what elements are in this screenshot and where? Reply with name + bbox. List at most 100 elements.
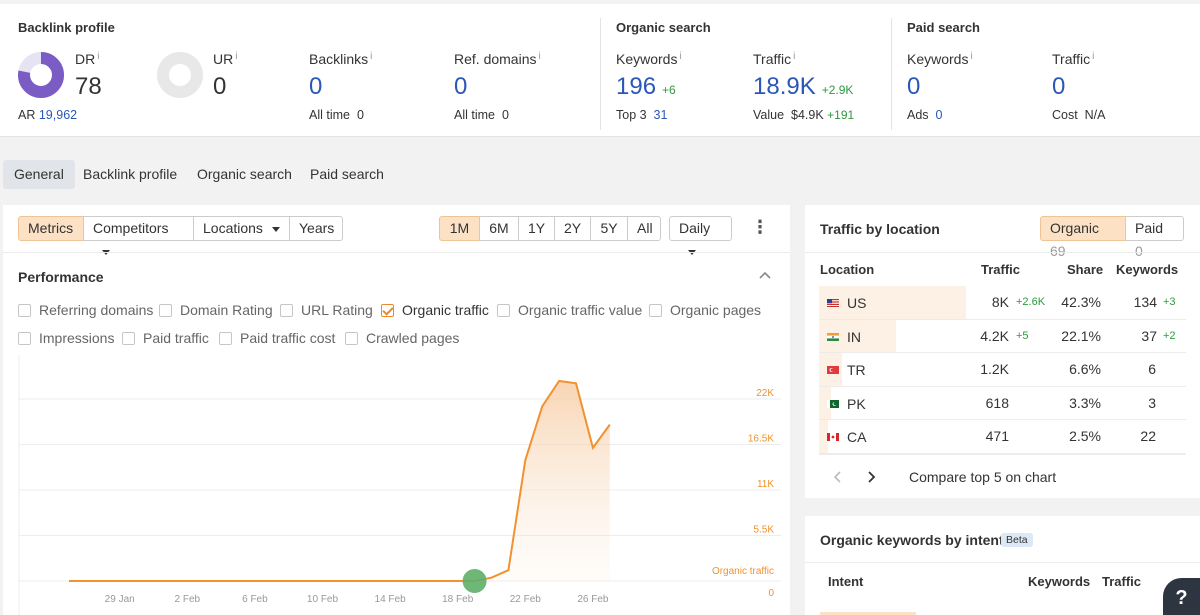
ref-domains-all-time: All time 0 (454, 108, 509, 122)
locations-dropdown[interactable]: Locations (193, 216, 290, 241)
ur-label[interactable]: UR i (213, 51, 238, 67)
check-organic-traffic-value[interactable]: Organic traffic value (497, 302, 642, 318)
y-tick-label: 16.5K (748, 434, 774, 445)
checkbox-icon (159, 304, 172, 317)
dr-label[interactable]: DR i (75, 51, 100, 67)
ar-row: AR 19,962 (18, 108, 78, 122)
paid-toggle[interactable]: Paid 0 (1125, 216, 1184, 259)
backlinks-label[interactable]: Backlinks i (309, 51, 373, 67)
competitors-dropdown[interactable]: Competitors (83, 216, 194, 255)
col-intent-traffic: Traffic (1102, 574, 1142, 589)
check-url-rating[interactable]: URL Rating (280, 302, 373, 318)
performance-title: Performance (18, 269, 104, 285)
col-share: Share (1067, 262, 1104, 277)
dr-donut-chart (18, 52, 64, 98)
prev-page-icon[interactable] (833, 471, 841, 483)
ref-domains-value[interactable]: 0 (454, 73, 468, 100)
divider (600, 18, 601, 130)
traffic-by-location-panel: Traffic by location Organic 69 Paid 0 Lo… (805, 205, 1200, 498)
range-1m-button[interactable]: 1M (439, 216, 480, 241)
ar-value[interactable]: 19,962 (38, 108, 78, 122)
location-keywords[interactable]: 6 (1148, 361, 1156, 377)
tab-paid-search[interactable]: Paid search (310, 166, 384, 182)
tab-general[interactable]: General (3, 160, 75, 189)
location-country[interactable]: PK (827, 395, 866, 412)
location-country[interactable]: TR (827, 361, 866, 378)
check-domain-rating[interactable]: Domain Rating (159, 302, 273, 318)
compare-top5-link[interactable]: Compare top 5 on chart (909, 469, 1057, 485)
organic-toggle[interactable]: Organic 69 (1040, 216, 1126, 259)
annotation-marker[interactable] (462, 569, 487, 593)
x-tick-label: 2 Feb (175, 594, 201, 605)
range-1y-button[interactable]: 1Y (518, 216, 555, 241)
collapse-chevron-icon[interactable] (759, 271, 771, 279)
paid-traffic-label[interactable]: Traffic i (1052, 51, 1095, 67)
organic-traffic-chart: 22K 16.5K 11K 5.5K 0 29 Jan 2 Feb 6 Feb 10 Feb 1… (18, 355, 781, 615)
x-tick-label: 18 Feb (442, 594, 474, 605)
x-tick-label: 14 Feb (375, 594, 407, 605)
x-tick-label: 22 Feb (510, 594, 542, 605)
flag-in-icon (827, 328, 839, 341)
location-keywords[interactable]: 37 (1141, 327, 1157, 344)
more-options-icon[interactable]: ⋮ (751, 217, 769, 237)
checkbox-checked-icon (381, 304, 394, 317)
organic-keywords-value[interactable]: 196 (616, 73, 657, 100)
check-organic-pages[interactable]: Organic pages (649, 302, 761, 318)
organic-keywords-label[interactable]: Keywords i (616, 51, 682, 67)
y-tick-label: 22K (756, 388, 774, 399)
check-paid-traffic[interactable]: Paid traffic (122, 330, 209, 346)
location-country[interactable]: IN (827, 328, 861, 345)
ref-domains-label[interactable]: Ref. domains i (454, 51, 541, 67)
checkbox-icon (649, 304, 662, 317)
location-country[interactable]: CA (827, 428, 866, 445)
location-country[interactable]: US (827, 294, 866, 311)
check-referring-domains[interactable]: Referring domains (18, 302, 153, 318)
organic-traffic-value[interactable]: 18.9K (753, 73, 816, 100)
next-page-icon[interactable] (868, 471, 876, 483)
location-keywords[interactable]: 22 (1140, 428, 1156, 444)
location-keywords-delta: +3 (1163, 296, 1176, 308)
dr-value: 78 (75, 73, 102, 100)
years-button[interactable]: Years (289, 216, 343, 241)
checkbox-icon (497, 304, 510, 317)
interval-dropdown[interactable]: Daily (669, 216, 732, 255)
col-location: Location (820, 262, 875, 277)
x-tick-label: 29 Jan (105, 594, 135, 605)
check-crawled-pages[interactable]: Crawled pages (345, 330, 459, 346)
backlinks-value[interactable]: 0 (309, 73, 323, 100)
metrics-button[interactable]: Metrics (18, 216, 84, 241)
location-keywords[interactable]: 134 (1133, 294, 1157, 310)
checkbox-icon (280, 304, 293, 317)
paid-traffic-value[interactable]: 0 (1052, 73, 1066, 100)
share-bar (819, 386, 831, 419)
flag-us-icon (827, 294, 839, 307)
col-intent-keywords: Keywords (1028, 574, 1091, 589)
location-traffic: 1.2K (980, 361, 1009, 377)
help-button[interactable]: ? (1163, 578, 1200, 615)
check-paid-traffic-cost[interactable]: Paid traffic cost (219, 330, 335, 346)
location-traffic: 618 (985, 394, 1009, 411)
divider (891, 18, 892, 130)
x-tick-label: 26 Feb (577, 594, 609, 605)
performance-panel: Metrics Competitors Locations Years 1M 6… (3, 205, 790, 615)
share-bar (819, 286, 966, 319)
location-share: 22.1% (1061, 327, 1101, 344)
check-organic-traffic[interactable]: Organic traffic (381, 302, 489, 318)
tab-backlink-profile[interactable]: Backlink profile (83, 166, 178, 182)
flag-pk-icon (827, 395, 839, 408)
backlink-profile-title: Backlink profile (18, 20, 115, 35)
flag-ca-icon (827, 428, 839, 441)
range-5y-button[interactable]: 5Y (590, 216, 628, 241)
location-keywords[interactable]: 3 (1148, 394, 1156, 411)
range-all-button[interactable]: All (627, 216, 661, 241)
paid-keywords-label[interactable]: Keywords i (907, 51, 973, 67)
checkbox-icon (18, 332, 31, 345)
check-impressions[interactable]: Impressions (18, 330, 114, 346)
range-6m-button[interactable]: 6M (479, 216, 519, 241)
organic-traffic-label[interactable]: Traffic i (753, 51, 796, 67)
range-2y-button[interactable]: 2Y (554, 216, 591, 241)
tab-organic-search[interactable]: Organic search (197, 166, 292, 182)
paid-keywords-value[interactable]: 0 (907, 73, 921, 100)
divider (819, 318, 1186, 320)
col-intent: Intent (828, 574, 864, 589)
